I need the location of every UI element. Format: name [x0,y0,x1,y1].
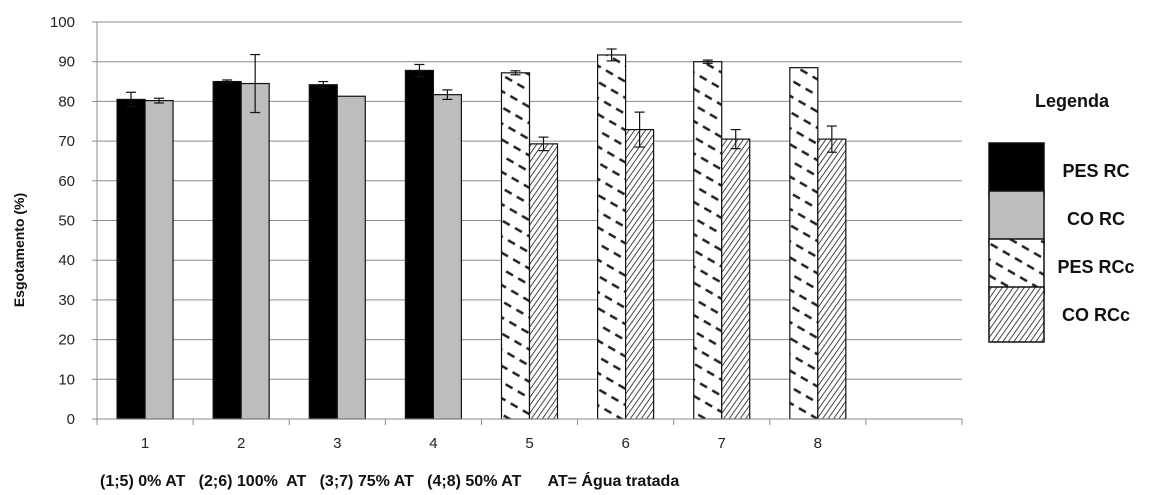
x-axis-ticks: 1 2 3 4 5 6 7 8 [96,419,963,452]
bar-co-rcc-5 [528,143,559,420]
x-tick-label: 8 [814,435,822,452]
y-tick-label: 100 [50,14,75,31]
y-tick-label: 80 [58,93,75,110]
bar-pes-rcc-6 [597,54,627,420]
bar-pes-rcc-5 [500,72,531,420]
y-tick-label: 30 [58,292,75,309]
bar-pes-rc-1 [116,98,146,420]
y-tick-label: 70 [58,133,75,150]
bar-pes-rcc-8 [789,67,819,420]
y-axis-title: Esgotamento (%) [11,193,27,307]
bar-co-rc-4 [432,94,462,420]
legend-swatch-co-rc [988,190,1045,247]
y-tick-label: 10 [58,371,75,388]
bar-co-rcc-8 [817,138,847,420]
x-tick-label: 1 [141,435,149,452]
legend-swatch-pes-rc [988,142,1045,199]
y-tick-label: 20 [58,332,75,349]
bar-co-rcc-6 [625,128,655,420]
bar-co-rc-2 [240,82,270,420]
y-tick-label: 50 [58,213,75,230]
legend-label: CO RCc [1062,305,1130,325]
footnote: (1;5) 0% AT (2;6) 100% AT (3;7) 75% AT (… [100,471,679,490]
legend-title: Legenda [1035,91,1110,111]
x-tick-label: 7 [718,435,726,452]
legend-swatch-co-rcc [988,286,1045,343]
bar-pes-rc-3 [308,84,338,420]
bar-pes-rc-2 [212,80,242,420]
y-tick-label: 90 [58,54,75,71]
legend-swatch-pes-rcc [988,238,1045,295]
bars [116,48,847,420]
x-tick-label: 5 [525,435,533,452]
bar-co-rcc-7 [721,138,751,420]
bar-co-rc-3 [336,95,366,420]
y-tick-label: 0 [67,411,75,428]
axes [96,22,962,420]
x-tick-label: 6 [621,435,629,452]
bar-co-rc-1 [144,100,174,420]
legend: Legenda PES RC CO RC PES RCc CO RCc [988,91,1135,343]
x-tick-label: 2 [237,435,245,452]
y-tick-label: 40 [58,252,75,269]
x-tick-label: 4 [429,435,437,452]
bar-pes-rcc-7 [693,61,723,420]
legend-label: CO RC [1067,209,1125,229]
x-tick-label: 3 [333,435,341,452]
y-tick-label: 60 [58,173,75,190]
legend-label: PES RC [1062,161,1129,181]
y-axis-ticks: 0 10 20 30 40 50 60 70 80 90 100 [50,14,97,428]
legend-label: PES RCc [1057,257,1134,277]
bar-pes-rc-4 [404,69,434,420]
